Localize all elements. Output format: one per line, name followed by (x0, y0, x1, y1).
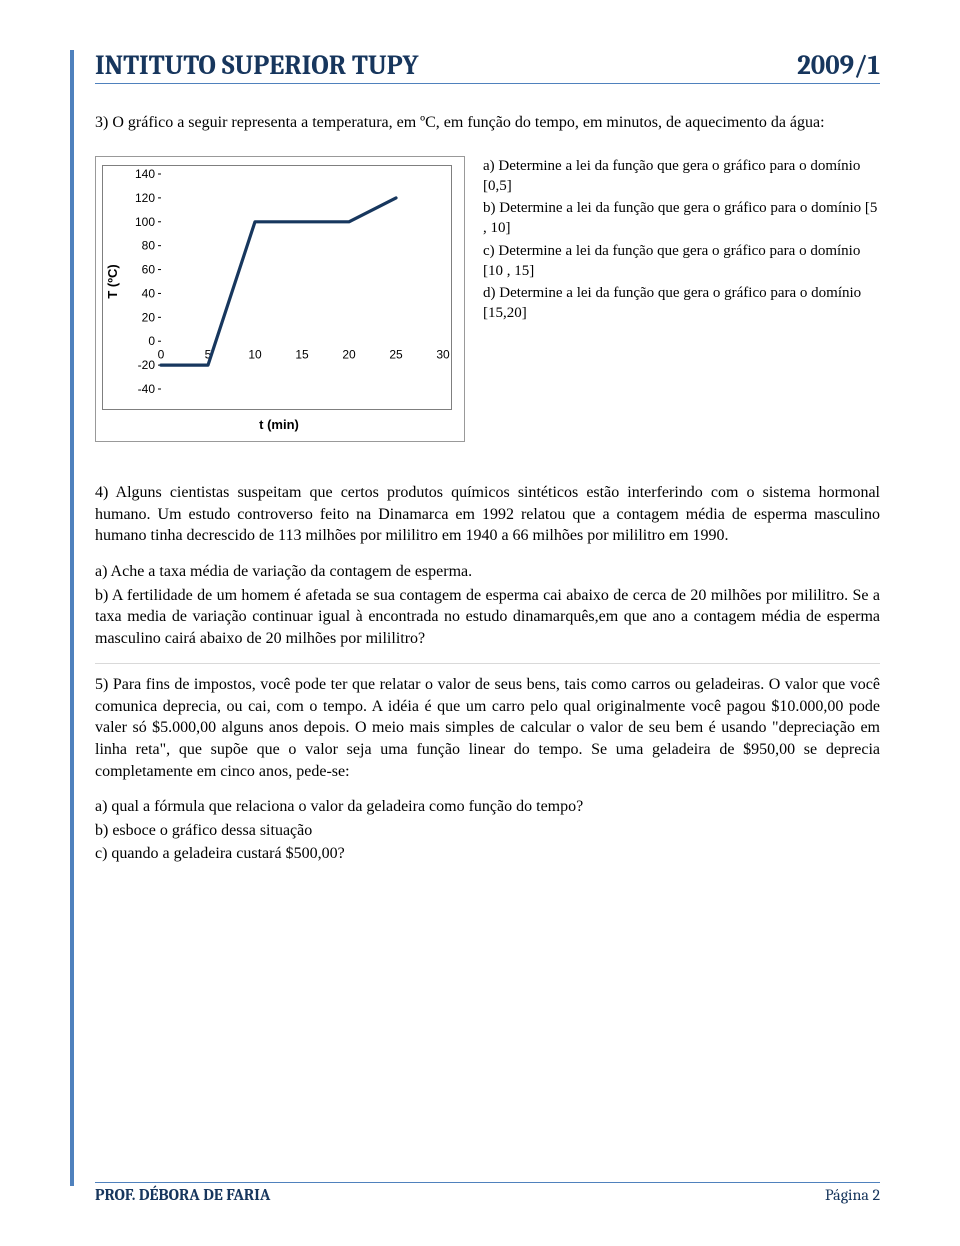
q3-option-a: a) Determine a lei da função que gera o … (483, 156, 880, 197)
divider (95, 663, 880, 664)
q3-intro: 3) O gráfico a seguir representa a tempe… (95, 112, 880, 134)
chart-plot-area: -40-20020406080100120140051015202530T (º… (102, 165, 452, 410)
q3-option-d: d) Determine a lei da função que gera o … (483, 283, 880, 324)
q3-options: a) Determine a lei da função que gera o … (483, 156, 880, 326)
q4-item-a: a) Ache a taxa média de variação da cont… (95, 561, 880, 583)
svg-text:140: 140 (135, 167, 155, 181)
svg-text:0: 0 (148, 334, 155, 348)
svg-text:120: 120 (135, 190, 155, 204)
q4-item-b: b) A fertilidade de um homem é afetada s… (95, 585, 880, 650)
q5-paragraph: 5) Para fins de impostos, você pode ter … (95, 674, 880, 782)
svg-text:20: 20 (342, 347, 356, 361)
svg-text:-40: -40 (138, 382, 156, 396)
q3-option-b: b) Determine a lei da função que gera o … (483, 198, 880, 239)
q5-items: a) qual a fórmula que relaciona o valor … (95, 796, 880, 865)
q3-option-c: c) Determine a lei da função que gera o … (483, 241, 880, 282)
svg-text:15: 15 (295, 347, 309, 361)
svg-text:T (ºC): T (ºC) (105, 264, 120, 298)
svg-text:-20: -20 (138, 358, 156, 372)
svg-text:0: 0 (158, 347, 165, 361)
chart-xlabel: t (min) (102, 416, 456, 434)
q4-paragraph: 4) Alguns cientistas suspeitam que certo… (95, 482, 880, 547)
svg-text:80: 80 (142, 238, 156, 252)
header-title: INTITUTO SUPERIOR TUPY (95, 50, 418, 81)
q5-item-c: c) quando a geladeira custará $500,00? (95, 843, 880, 865)
left-accent-bar (70, 50, 74, 1186)
footer-page: Página 2 (825, 1186, 880, 1204)
footer-author: PROF. DÉBORA DE FARIA (95, 1186, 270, 1204)
q5-item-a: a) qual a fórmula que relaciona o valor … (95, 796, 880, 818)
q4-items: a) Ache a taxa média de variação da cont… (95, 561, 880, 649)
chart-container: -40-20020406080100120140051015202530T (º… (95, 156, 465, 443)
svg-text:30: 30 (436, 347, 450, 361)
page-header: INTITUTO SUPERIOR TUPY 2009/1 (95, 50, 880, 84)
page-footer: PROF. DÉBORA DE FARIA Página 2 (95, 1182, 880, 1204)
line-chart-svg: -40-20020406080100120140051015202530T (º… (103, 166, 453, 411)
svg-text:60: 60 (142, 262, 156, 276)
svg-text:25: 25 (389, 347, 403, 361)
svg-text:100: 100 (135, 214, 155, 228)
svg-text:40: 40 (142, 286, 156, 300)
svg-text:20: 20 (142, 310, 156, 324)
q5-item-b: b) esboce o gráfico dessa situação (95, 820, 880, 842)
svg-text:10: 10 (248, 347, 262, 361)
header-year: 2009/1 (797, 50, 880, 81)
